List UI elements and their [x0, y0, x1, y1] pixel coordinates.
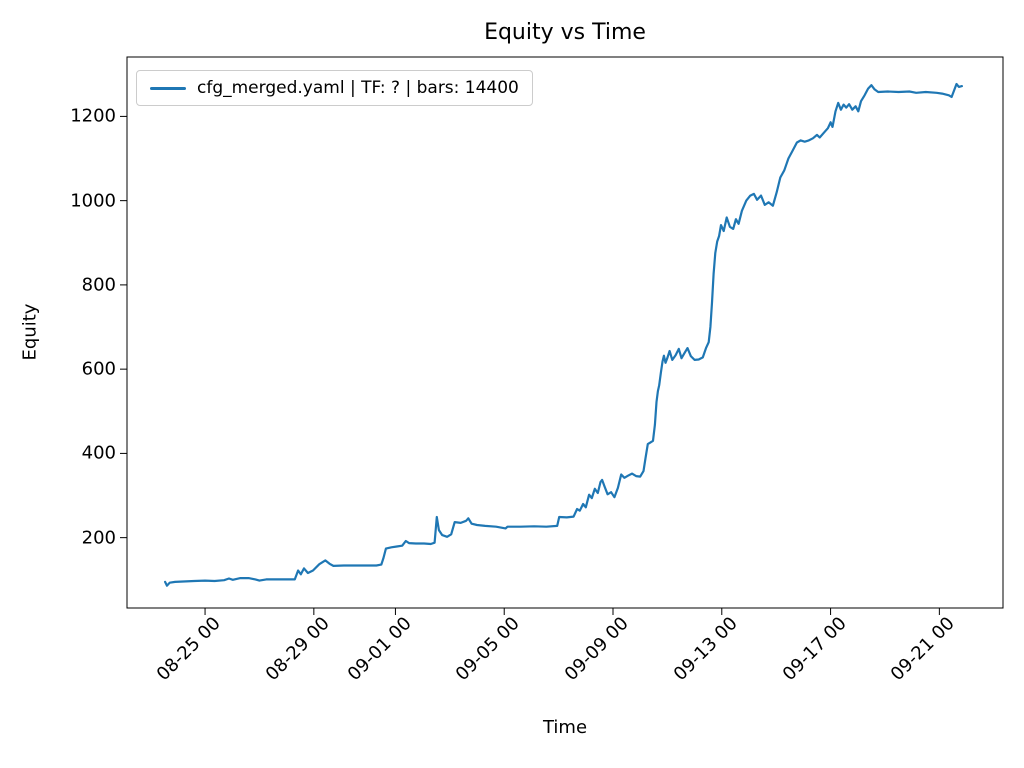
y-tick-label: 1000 [70, 190, 116, 212]
y-tick-label: 200 [81, 527, 116, 549]
y-axis-title: Equity [19, 303, 41, 361]
legend-label: cfg_merged.yaml | TF: ? | bars: 14400 [197, 78, 519, 98]
chart-title: Equity vs Time [484, 20, 646, 45]
axes-spines [126, 56, 1004, 609]
equity-line [164, 82, 964, 587]
x-axis-title: Time [542, 717, 588, 738]
y-tick-label: 800 [81, 274, 116, 296]
legend-line-swatch [150, 86, 186, 90]
legend: cfg_merged.yaml | TF: ? | bars: 14400 [136, 70, 533, 106]
y-tick-label: 1200 [70, 105, 116, 127]
y-tick-label: 400 [81, 442, 116, 464]
y-tick-label: 600 [81, 358, 116, 380]
tick-marks [120, 115, 940, 615]
